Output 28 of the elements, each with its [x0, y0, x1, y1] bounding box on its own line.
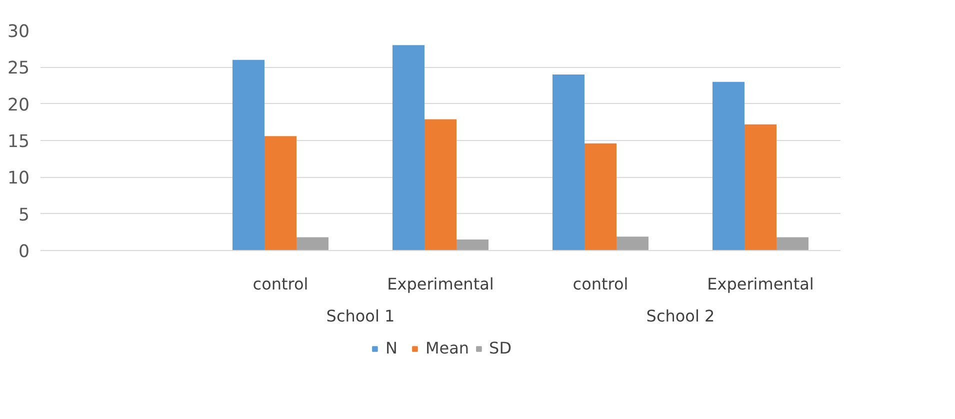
y-tick-label: 5 — [18, 205, 30, 226]
bar — [456, 240, 488, 250]
text: School 1 — [326, 306, 395, 326]
y-tick-label: 30 — [7, 22, 30, 42]
bar — [776, 237, 808, 250]
x-tick-label: control — [572, 274, 628, 294]
bar — [744, 124, 776, 250]
bar — [712, 82, 744, 250]
bar — [584, 143, 616, 250]
bar — [264, 136, 296, 250]
y-tick-label: 20 — [7, 95, 30, 116]
y-tick-label: 25 — [7, 58, 30, 79]
bar — [296, 237, 328, 250]
bar — [552, 74, 584, 250]
x-tick-label: control — [252, 274, 308, 294]
legend-label: Mean — [425, 338, 470, 358]
bar — [392, 45, 424, 250]
x-tick-label: Experimental — [707, 274, 814, 294]
bar — [616, 236, 648, 250]
legend-label: SD — [489, 338, 512, 358]
y-tick-label: 15 — [7, 132, 30, 152]
bar — [424, 119, 456, 250]
y-tick-label: 10 — [7, 168, 30, 189]
x-tick-label: Experimental — [387, 274, 494, 294]
legend-label: N — [385, 338, 398, 358]
text: School 2 — [646, 306, 715, 326]
y-tick-label: 0 — [18, 242, 30, 262]
bar — [232, 60, 264, 250]
